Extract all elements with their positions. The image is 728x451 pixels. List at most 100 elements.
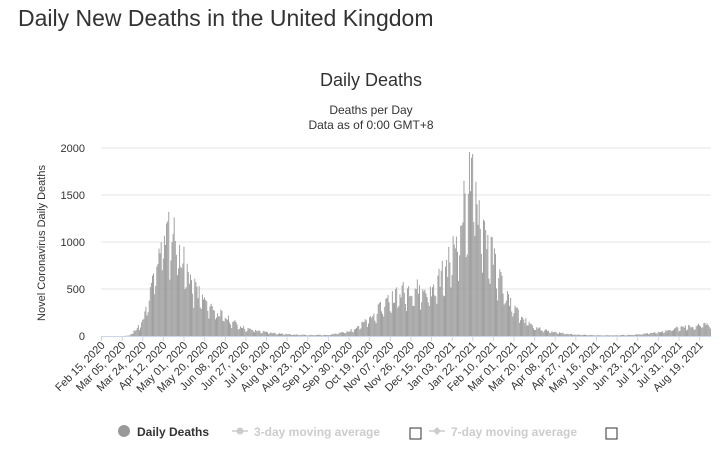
- bar: [149, 287, 151, 336]
- bar: [688, 324, 690, 336]
- y-tick-label: 2000: [61, 143, 85, 155]
- bar: [670, 330, 672, 336]
- bar: [334, 333, 336, 336]
- bar: [460, 225, 462, 336]
- bar: [281, 333, 283, 336]
- bar: [652, 332, 654, 336]
- bar: [163, 235, 165, 336]
- bar: [158, 248, 160, 336]
- bar: [409, 296, 411, 336]
- bar: [347, 331, 349, 336]
- bar: [565, 334, 567, 336]
- bar: [408, 286, 410, 336]
- bar: [185, 287, 187, 336]
- bar: [709, 328, 711, 336]
- bar: [337, 334, 339, 336]
- bar: [365, 320, 367, 336]
- legend-item-7-day-average[interactable]: 7-day moving average: [429, 425, 577, 439]
- bar: [608, 335, 610, 336]
- bar: [179, 244, 181, 336]
- bar: [333, 333, 335, 336]
- bar: [263, 331, 265, 336]
- bar: [440, 270, 442, 336]
- bar: [555, 332, 557, 336]
- bar: [455, 236, 457, 336]
- bar: [358, 325, 360, 336]
- bar: [525, 318, 527, 336]
- bar: [537, 328, 539, 336]
- bar: [505, 300, 507, 336]
- bar: [543, 330, 545, 336]
- bar: [345, 333, 347, 336]
- bar: [335, 333, 337, 336]
- bar: [618, 335, 620, 336]
- bar: [446, 259, 448, 336]
- checkbox-7-day-average[interactable]: [605, 427, 618, 440]
- bar: [504, 303, 506, 336]
- bar: [305, 334, 306, 336]
- bar: [662, 331, 664, 336]
- bar: [186, 263, 188, 336]
- bar: [311, 335, 313, 336]
- bar: [465, 257, 467, 336]
- bar: [181, 268, 183, 336]
- bar: [676, 326, 678, 336]
- bar: [173, 217, 175, 336]
- bar: [178, 268, 179, 336]
- bar: [708, 326, 710, 336]
- bar: [448, 246, 450, 336]
- bar: [218, 316, 220, 336]
- bar: [248, 328, 250, 336]
- bar: [585, 334, 587, 336]
- legend-item-daily-deaths[interactable]: Daily Deaths: [118, 425, 209, 439]
- bar: [522, 317, 524, 336]
- bar: [239, 326, 241, 336]
- bar: [453, 244, 455, 336]
- bar: [374, 320, 376, 336]
- bar: [322, 335, 324, 336]
- bar: [459, 255, 461, 336]
- bar: [167, 221, 169, 336]
- bar: [695, 326, 697, 336]
- bar: [338, 332, 340, 336]
- bar: [664, 332, 666, 336]
- bar: [223, 321, 225, 336]
- bar: [331, 334, 333, 336]
- bar: [299, 335, 301, 336]
- bar: [509, 306, 511, 336]
- bar: [562, 332, 564, 336]
- bar: [143, 318, 145, 336]
- bar: [673, 330, 674, 336]
- bar: [654, 332, 656, 336]
- bar: [529, 323, 531, 336]
- bar: [526, 325, 528, 336]
- bar: [451, 274, 453, 336]
- legend-item-3-day-average[interactable]: 3-day moving average: [232, 425, 380, 439]
- bar: [687, 329, 689, 336]
- bar: [683, 327, 685, 336]
- bar: [581, 334, 583, 336]
- bar: [534, 329, 535, 336]
- bar: [497, 300, 499, 336]
- bar: [378, 302, 380, 336]
- bar: [707, 325, 709, 336]
- bar: [503, 304, 505, 336]
- bar: [432, 287, 433, 336]
- bar: [580, 335, 582, 336]
- bar: [332, 334, 334, 336]
- bar: [373, 313, 375, 336]
- bar: [481, 272, 483, 336]
- bar: [623, 334, 624, 336]
- bar: [510, 297, 512, 336]
- bar: [615, 335, 617, 336]
- bar: [225, 318, 227, 336]
- checkbox-3-day-average[interactable]: [409, 427, 422, 440]
- page-title: Daily New Deaths in the United Kingdom: [18, 5, 434, 31]
- bar: [530, 323, 532, 336]
- bar: [293, 334, 295, 336]
- bar: [606, 335, 608, 336]
- bar: [377, 304, 379, 336]
- bar: [301, 334, 303, 336]
